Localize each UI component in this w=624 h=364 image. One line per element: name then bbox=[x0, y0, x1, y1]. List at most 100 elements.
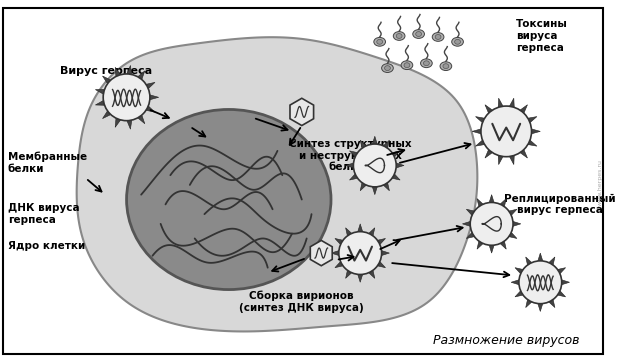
Polygon shape bbox=[498, 155, 503, 165]
Polygon shape bbox=[520, 150, 527, 158]
Ellipse shape bbox=[421, 59, 432, 68]
Polygon shape bbox=[528, 140, 537, 146]
Polygon shape bbox=[127, 120, 132, 129]
Ellipse shape bbox=[374, 37, 386, 46]
Ellipse shape bbox=[393, 32, 405, 40]
Polygon shape bbox=[477, 199, 483, 206]
Polygon shape bbox=[515, 291, 523, 297]
Ellipse shape bbox=[481, 106, 532, 157]
Ellipse shape bbox=[455, 39, 461, 44]
Polygon shape bbox=[349, 151, 358, 157]
Polygon shape bbox=[335, 262, 343, 268]
Polygon shape bbox=[150, 95, 158, 100]
Polygon shape bbox=[558, 268, 565, 274]
Polygon shape bbox=[538, 304, 543, 312]
Ellipse shape bbox=[432, 32, 444, 41]
Polygon shape bbox=[549, 257, 555, 265]
Polygon shape bbox=[472, 129, 481, 134]
Polygon shape bbox=[500, 241, 506, 249]
Polygon shape bbox=[146, 82, 155, 88]
Ellipse shape bbox=[452, 37, 464, 46]
Ellipse shape bbox=[353, 144, 396, 187]
Polygon shape bbox=[138, 115, 145, 124]
Polygon shape bbox=[382, 251, 389, 256]
Polygon shape bbox=[310, 240, 332, 266]
Ellipse shape bbox=[404, 63, 410, 68]
Polygon shape bbox=[102, 111, 110, 119]
Ellipse shape bbox=[384, 66, 391, 71]
Text: ДНК вируса
герпеса: ДНК вируса герпеса bbox=[7, 203, 79, 225]
Polygon shape bbox=[378, 238, 386, 245]
Text: Размножение вирусов: Размножение вирусов bbox=[433, 334, 580, 347]
Ellipse shape bbox=[470, 202, 513, 245]
Polygon shape bbox=[369, 270, 375, 278]
Polygon shape bbox=[360, 183, 366, 191]
Text: Реплицированный
вирус герпеса: Реплицированный вирус герпеса bbox=[504, 194, 616, 215]
Polygon shape bbox=[127, 66, 132, 74]
Polygon shape bbox=[511, 280, 519, 285]
Text: Синтез структурных
и неструктурных
белков: Синтез структурных и неструктурных белко… bbox=[289, 139, 412, 172]
Polygon shape bbox=[115, 67, 120, 76]
Polygon shape bbox=[528, 116, 537, 123]
Polygon shape bbox=[138, 71, 145, 79]
Polygon shape bbox=[500, 199, 506, 206]
Polygon shape bbox=[358, 224, 363, 232]
Polygon shape bbox=[509, 98, 514, 107]
PathPatch shape bbox=[77, 37, 477, 332]
Polygon shape bbox=[369, 228, 375, 236]
Polygon shape bbox=[466, 233, 474, 238]
Polygon shape bbox=[498, 98, 503, 107]
Text: Сборка вирионов
(синтез ДНК вируса): Сборка вирионов (синтез ДНК вируса) bbox=[240, 291, 364, 313]
Polygon shape bbox=[95, 100, 104, 105]
Polygon shape bbox=[532, 129, 540, 134]
Polygon shape bbox=[378, 262, 386, 268]
Text: Токсины
вируса
герпеса: Токсины вируса герпеса bbox=[516, 19, 568, 52]
Polygon shape bbox=[475, 140, 484, 146]
Polygon shape bbox=[466, 209, 474, 215]
Polygon shape bbox=[373, 136, 378, 144]
Polygon shape bbox=[360, 140, 366, 148]
Polygon shape bbox=[525, 257, 532, 265]
Polygon shape bbox=[515, 268, 523, 274]
Polygon shape bbox=[335, 238, 343, 245]
Ellipse shape bbox=[519, 261, 562, 304]
Ellipse shape bbox=[127, 110, 331, 290]
Ellipse shape bbox=[416, 32, 422, 36]
Ellipse shape bbox=[382, 64, 393, 72]
Text: Вирус герпеса: Вирус герпеса bbox=[61, 66, 152, 76]
Polygon shape bbox=[513, 221, 521, 226]
Polygon shape bbox=[558, 291, 565, 297]
Polygon shape bbox=[489, 195, 494, 202]
Polygon shape bbox=[346, 228, 351, 236]
Polygon shape bbox=[509, 155, 514, 165]
Polygon shape bbox=[392, 174, 400, 180]
Polygon shape bbox=[358, 274, 363, 282]
Polygon shape bbox=[549, 300, 555, 308]
Ellipse shape bbox=[443, 64, 449, 68]
Polygon shape bbox=[346, 270, 351, 278]
Polygon shape bbox=[346, 163, 353, 168]
Polygon shape bbox=[373, 187, 378, 195]
Ellipse shape bbox=[339, 232, 382, 274]
Ellipse shape bbox=[377, 39, 383, 44]
Polygon shape bbox=[115, 118, 120, 127]
Polygon shape bbox=[485, 105, 492, 113]
Polygon shape bbox=[102, 76, 110, 84]
Ellipse shape bbox=[401, 61, 412, 70]
Ellipse shape bbox=[440, 62, 452, 71]
Polygon shape bbox=[489, 245, 494, 253]
Polygon shape bbox=[383, 183, 389, 191]
Polygon shape bbox=[462, 221, 470, 226]
Polygon shape bbox=[562, 280, 570, 285]
Polygon shape bbox=[331, 251, 339, 256]
Ellipse shape bbox=[396, 33, 402, 39]
Polygon shape bbox=[392, 151, 400, 157]
Polygon shape bbox=[383, 140, 389, 148]
Polygon shape bbox=[509, 233, 517, 238]
Polygon shape bbox=[509, 209, 517, 215]
Polygon shape bbox=[525, 300, 532, 308]
Polygon shape bbox=[477, 241, 483, 249]
Polygon shape bbox=[146, 106, 155, 112]
Ellipse shape bbox=[103, 74, 150, 121]
Text: Мембранные
белки: Мембранные белки bbox=[7, 151, 87, 174]
